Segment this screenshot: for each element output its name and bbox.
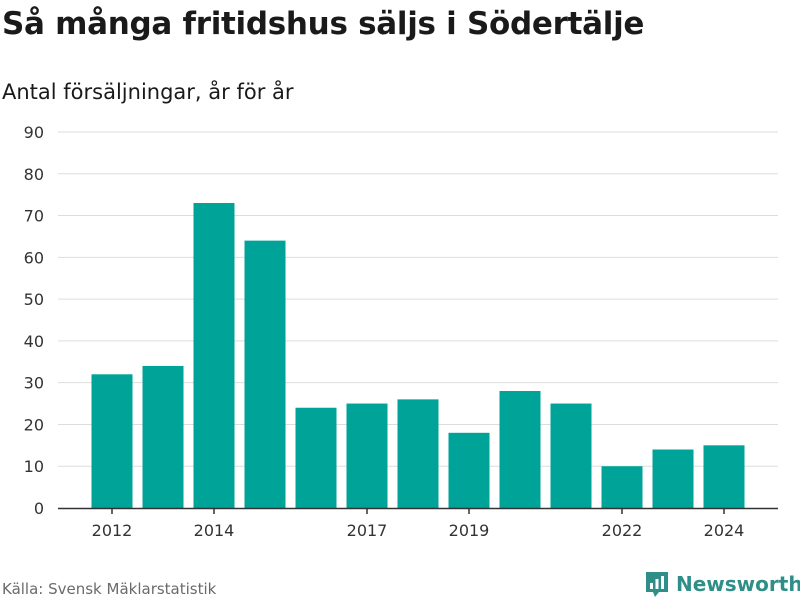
bar-2013[interactable] xyxy=(142,365,184,508)
bar-2024[interactable] xyxy=(703,445,745,508)
bar-2018[interactable] xyxy=(397,399,439,508)
y-tick-label: 90 xyxy=(24,123,44,142)
bar-2012[interactable] xyxy=(91,374,133,508)
x-tick-label: 2024 xyxy=(704,521,745,540)
y-tick-label: 30 xyxy=(24,374,44,393)
y-tick-label: 50 xyxy=(24,290,44,309)
x-tick-label: 2012 xyxy=(92,521,133,540)
x-tick-label: 2022 xyxy=(602,521,643,540)
x-tick-label: 2019 xyxy=(449,521,490,540)
bar-2017[interactable] xyxy=(346,403,388,508)
bar-chart: 0 10 20 30 40 50 60 70 80 90 2012 2014 2017 2019 2022… xyxy=(24,123,778,540)
bar-2016[interactable] xyxy=(295,407,337,508)
brand-name: Newsworthy xyxy=(676,572,800,596)
x-tick-label: 2014 xyxy=(194,521,235,540)
y-tick-label: 0 xyxy=(34,499,44,518)
newsworthy-bar-icon xyxy=(646,572,668,597)
bar-2021[interactable] xyxy=(550,403,592,508)
bar-2015[interactable] xyxy=(244,240,286,508)
source-note: Källa: Svensk Mäklarstatistik xyxy=(2,580,217,598)
y-tick-label: 60 xyxy=(24,248,44,267)
bar-2019[interactable] xyxy=(448,432,490,508)
bar-2023[interactable] xyxy=(652,449,694,508)
gridlines xyxy=(58,131,778,467)
newsworthy-logo[interactable]: Newsworthy xyxy=(644,570,800,598)
bar-2020[interactable] xyxy=(499,391,541,508)
y-axis-tick-labels: 0 10 20 30 40 50 60 70 80 90 xyxy=(24,123,44,518)
y-tick-label: 70 xyxy=(24,207,44,226)
chart-title: Så många fritidshus säljs i Södertälje xyxy=(2,6,645,42)
x-axis-tick-labels: 2012 2014 2017 2019 2022 2024 xyxy=(92,508,745,540)
y-tick-label: 10 xyxy=(24,457,44,476)
chart-subtitle: Antal försäljningar, år för år xyxy=(2,80,294,104)
y-tick-label: 80 xyxy=(24,165,44,184)
y-tick-label: 40 xyxy=(24,332,44,351)
bar-2022[interactable] xyxy=(601,466,643,508)
y-tick-label: 20 xyxy=(24,415,44,434)
bars xyxy=(91,203,745,508)
x-tick-label: 2017 xyxy=(347,521,388,540)
bar-2014[interactable] xyxy=(193,203,235,508)
